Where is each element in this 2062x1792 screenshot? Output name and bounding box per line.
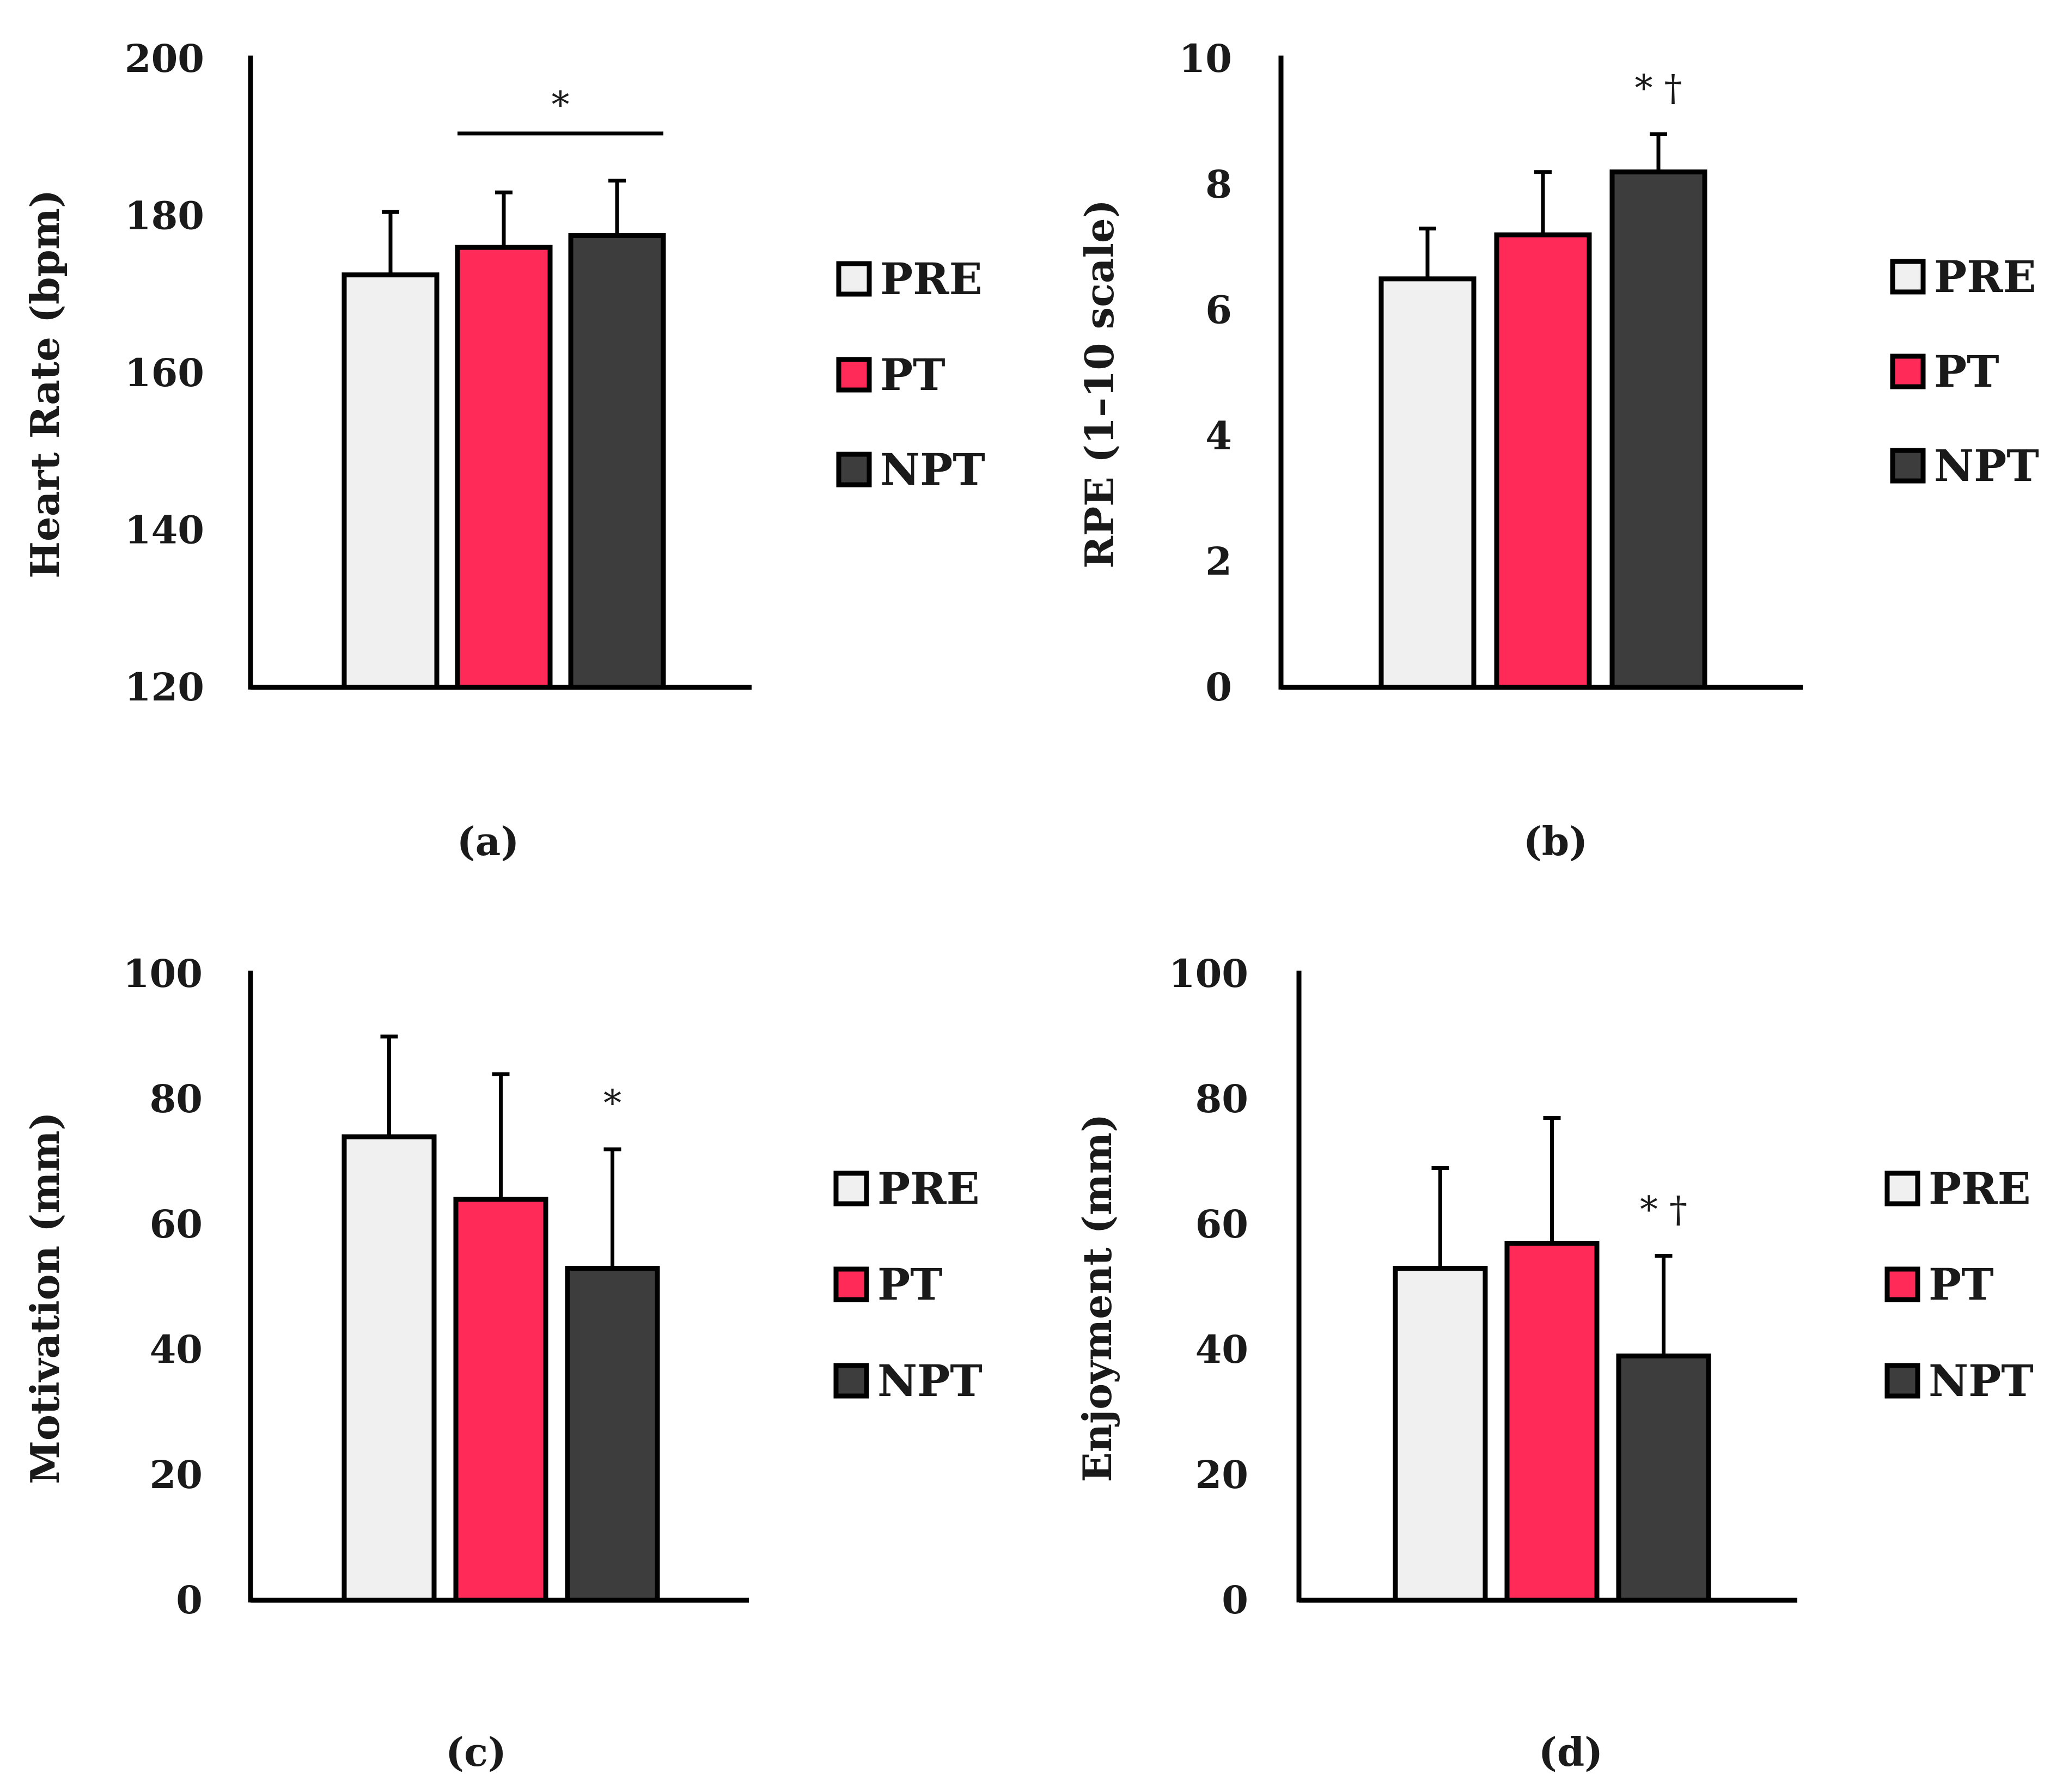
legend-swatch-pt (1890, 353, 1926, 389)
bar-npt (565, 1266, 660, 1603)
bar-pre (1378, 276, 1477, 690)
bar-npt (1616, 1354, 1711, 1603)
significance-marker: * (552, 84, 570, 126)
panel-caption: (a) (457, 818, 520, 864)
legend-label-npt: NPT (877, 1355, 983, 1406)
legend-swatch-pt (833, 1266, 869, 1302)
bar-pre (341, 272, 440, 690)
legend-label-npt: NPT (880, 444, 985, 495)
y-tick-label: 40 (150, 1327, 203, 1372)
panel-caption: (c) (446, 1729, 507, 1775)
y-tick-label: 80 (150, 1076, 203, 1121)
significance-marker: * † (1640, 1189, 1687, 1231)
significance-marker: * † (1635, 67, 1682, 109)
y-tick-label: 0 (176, 1577, 203, 1623)
bar-npt (1609, 169, 1707, 690)
y-tick-label: 2 (1205, 539, 1232, 584)
legend-swatch-pre (1890, 259, 1926, 295)
legend-swatch-pre (836, 261, 872, 297)
y-tick-label: 180 (125, 193, 204, 239)
legend-swatch-npt (1884, 1363, 1920, 1399)
legend-label-pre: PRE (877, 1163, 980, 1214)
y-tick-label: 4 (1205, 413, 1232, 458)
bar-pt (453, 1197, 548, 1603)
legend-label-pre: PRE (1929, 1163, 2031, 1214)
legend-swatch-pre (833, 1171, 869, 1206)
y-tick-label: 60 (1195, 1202, 1248, 1247)
y-tick-label: 10 (1179, 36, 1232, 81)
legend-swatch-pre (1884, 1171, 1920, 1206)
y-axis-title: Motivation (mm) (22, 1112, 68, 1484)
bar-pt (455, 245, 553, 690)
legend-label-pt: PT (877, 1259, 943, 1310)
legend-label-pre: PRE (1934, 251, 2036, 302)
y-tick-label: 100 (1169, 951, 1248, 996)
y-tick-label: 200 (125, 36, 204, 81)
y-tick-label: 0 (1205, 665, 1232, 710)
y-axis-title: RPE (1–10 scale) (1076, 199, 1122, 569)
y-tick-label: 20 (1195, 1452, 1248, 1497)
y-tick-label: 120 (125, 665, 204, 710)
bar-pt (1504, 1241, 1600, 1603)
y-tick-label: 80 (1195, 1076, 1248, 1121)
bar-pt (1494, 232, 1592, 690)
legend-label-pre: PRE (880, 253, 983, 304)
y-tick-label: 20 (150, 1452, 203, 1497)
legend-label-npt: NPT (1929, 1355, 2034, 1406)
chart-panel-2: 0 20 40 60 80 100 Motivation (mm) * PRE PT NPT (c) (22, 951, 983, 1775)
legend-label-npt: NPT (1934, 440, 2039, 491)
significance-marker: * (603, 1082, 621, 1124)
legend-swatch-pt (1884, 1266, 1920, 1302)
chart-panel-3: 0 20 40 60 80 100 Enjoyment (mm) * † PRE PT NPT (d) (1074, 951, 2034, 1775)
chart-panel-1: 0 2 4 6 8 10 RPE (1–10 scale) * † PRE PT NPT (b) (1076, 36, 2039, 864)
panel-caption: (d) (1539, 1729, 1603, 1775)
legend-swatch-npt (1890, 448, 1926, 484)
bar-pre (341, 1134, 437, 1603)
bar-npt (568, 233, 666, 690)
y-tick-label: 6 (1205, 288, 1232, 333)
legend-swatch-npt (836, 452, 872, 487)
y-axis-title: Enjoyment (mm) (1074, 1114, 1120, 1482)
y-tick-label: 140 (125, 508, 204, 553)
chart-panel-0: 120 140 160 180 200 Heart Rate (bpm) * PRE PT NPT… (22, 36, 985, 864)
y-tick-label: 100 (123, 951, 203, 996)
y-axis-title: Heart Rate (bpm) (22, 190, 68, 578)
legend-label-pt: PT (880, 349, 945, 400)
legend-swatch-npt (833, 1363, 869, 1399)
y-tick-label: 40 (1195, 1327, 1248, 1372)
bar-pre (1393, 1266, 1488, 1603)
y-tick-label: 60 (150, 1202, 203, 1247)
y-tick-label: 160 (125, 350, 204, 395)
y-tick-label: 8 (1205, 162, 1232, 207)
panel-caption: (b) (1523, 818, 1588, 864)
legend-label-pt: PT (1929, 1259, 1994, 1310)
legend-swatch-pt (836, 357, 872, 393)
y-tick-label: 0 (1222, 1577, 1248, 1623)
legend-label-pt: PT (1934, 346, 1999, 397)
